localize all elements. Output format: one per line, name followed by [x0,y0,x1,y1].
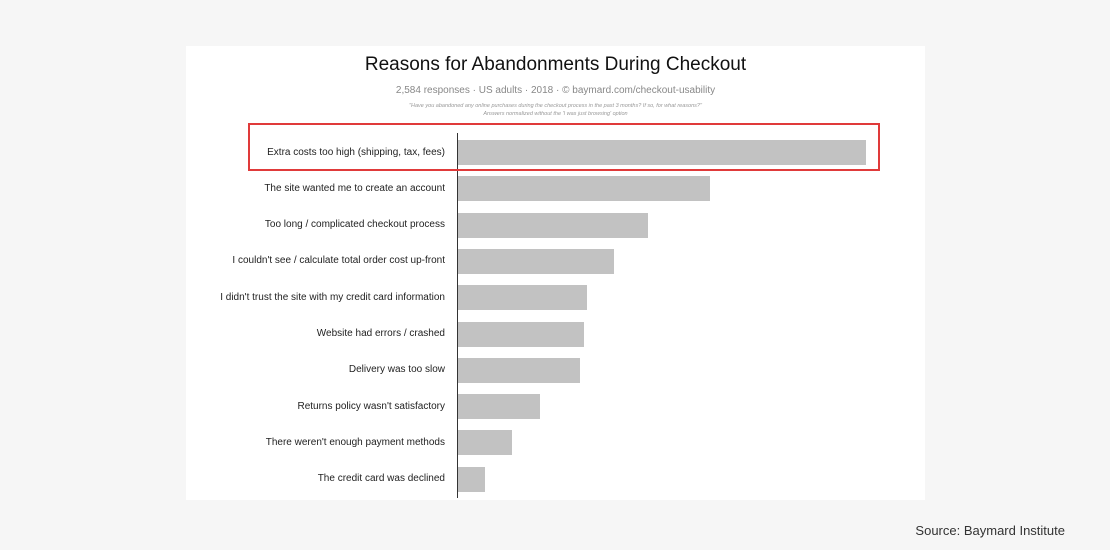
bar-label: Delivery was too slow [348,364,445,376]
chart-note-normalization: Answers normalized without the 'I was ju… [483,111,628,117]
bar [458,430,513,456]
highlight-box [248,123,880,171]
bar [458,466,486,492]
y-axis-line [457,133,458,498]
bar-label: I couldn't see / calculate total order c… [232,255,445,267]
bar [458,212,649,238]
bar [458,394,540,420]
chart-note-question: "Have you abandoned any online purchases… [409,103,702,109]
bar-label: Website had errors / crashed [316,328,445,339]
bar-label: There weren't enough payment methods [265,436,445,448]
bar [458,176,710,202]
bar [458,357,581,383]
chart-card: Reasons for Abandonments During Checkout… [186,46,925,500]
bar-label: Too long / complicated checkout process [264,219,445,231]
bar [458,285,588,311]
bar-label: Returns policy wasn't satisfactory [297,400,445,412]
bar [458,248,615,274]
chart-title: Reasons for Abandonments During Checkout [364,54,747,75]
bar-label: The credit card was declined [317,473,445,485]
chart-subtitle: 2,584 responses · US adults · 2018 · © b… [395,85,716,96]
bar-label: Extra costs too high (shipping, tax, fee… [267,146,445,158]
source-credit: Source: Baymard Institute [915,523,1065,538]
bar [458,140,866,165]
bar-label: The site wanted me to create an account [264,182,445,194]
bar-label: I didn't trust the site with my credit c… [220,291,445,303]
bar [458,321,584,347]
